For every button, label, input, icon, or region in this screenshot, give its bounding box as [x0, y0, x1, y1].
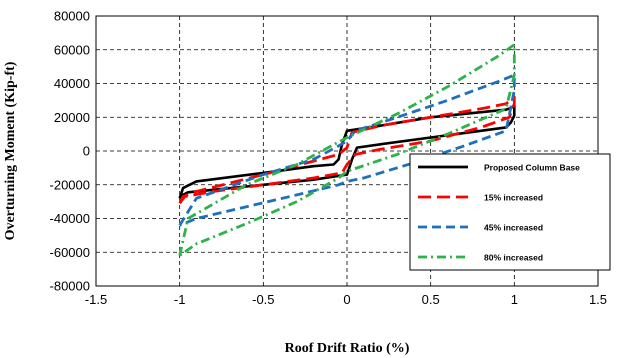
x-tick-label: -1.5	[85, 292, 107, 307]
x-axis-label: Roof Drift Ratio (%)	[285, 341, 410, 356]
y-tick-label: 60000	[54, 42, 90, 57]
plot-area-frame	[95, 15, 599, 287]
legend-entry-3: 45% increased	[484, 223, 543, 233]
y-tick-label: -80000	[50, 279, 90, 294]
x-tick-label: -1	[174, 292, 186, 307]
x-tick-label: -0.5	[252, 292, 274, 307]
legend-entry-4: 80% increased	[484, 253, 543, 263]
y-tick-labels: -80000 -60000 -40000 -20000 0 20000 40000 60000…	[50, 9, 90, 294]
series-line-3	[178, 73, 516, 227]
y-tick-label: 80000	[54, 9, 90, 24]
series-line-2	[178, 95, 516, 205]
legend-entry-1: Proposed Column Base	[484, 163, 580, 173]
x-tick-label: 1	[511, 292, 518, 307]
x-tick-labels: -1.5 -1 -0.5 0 0.5 1 1.5	[85, 292, 607, 307]
legend-entry-2: 15% increased	[484, 193, 543, 203]
y-tick-label: -40000	[50, 211, 90, 226]
y-tick-label: 20000	[54, 110, 90, 125]
legend-box	[409, 153, 611, 271]
x-tick-label: 0.5	[422, 292, 440, 307]
y-tick-label: -20000	[50, 177, 90, 192]
series-line-1	[178, 104, 516, 200]
x-tick-label: 1.5	[589, 292, 607, 307]
y-tick-label: 0	[83, 144, 90, 159]
y-tick-label: -60000	[50, 245, 90, 260]
y-axis-label: Overturning Moment (Kip-ft)	[3, 61, 18, 240]
series-group	[178, 43, 516, 257]
legend: Proposed Column Base 15% increased 45% inc…	[409, 153, 611, 271]
series-line-4	[178, 43, 516, 257]
x-tick-label: 0	[343, 292, 350, 307]
y-tick-label: 40000	[54, 76, 90, 91]
